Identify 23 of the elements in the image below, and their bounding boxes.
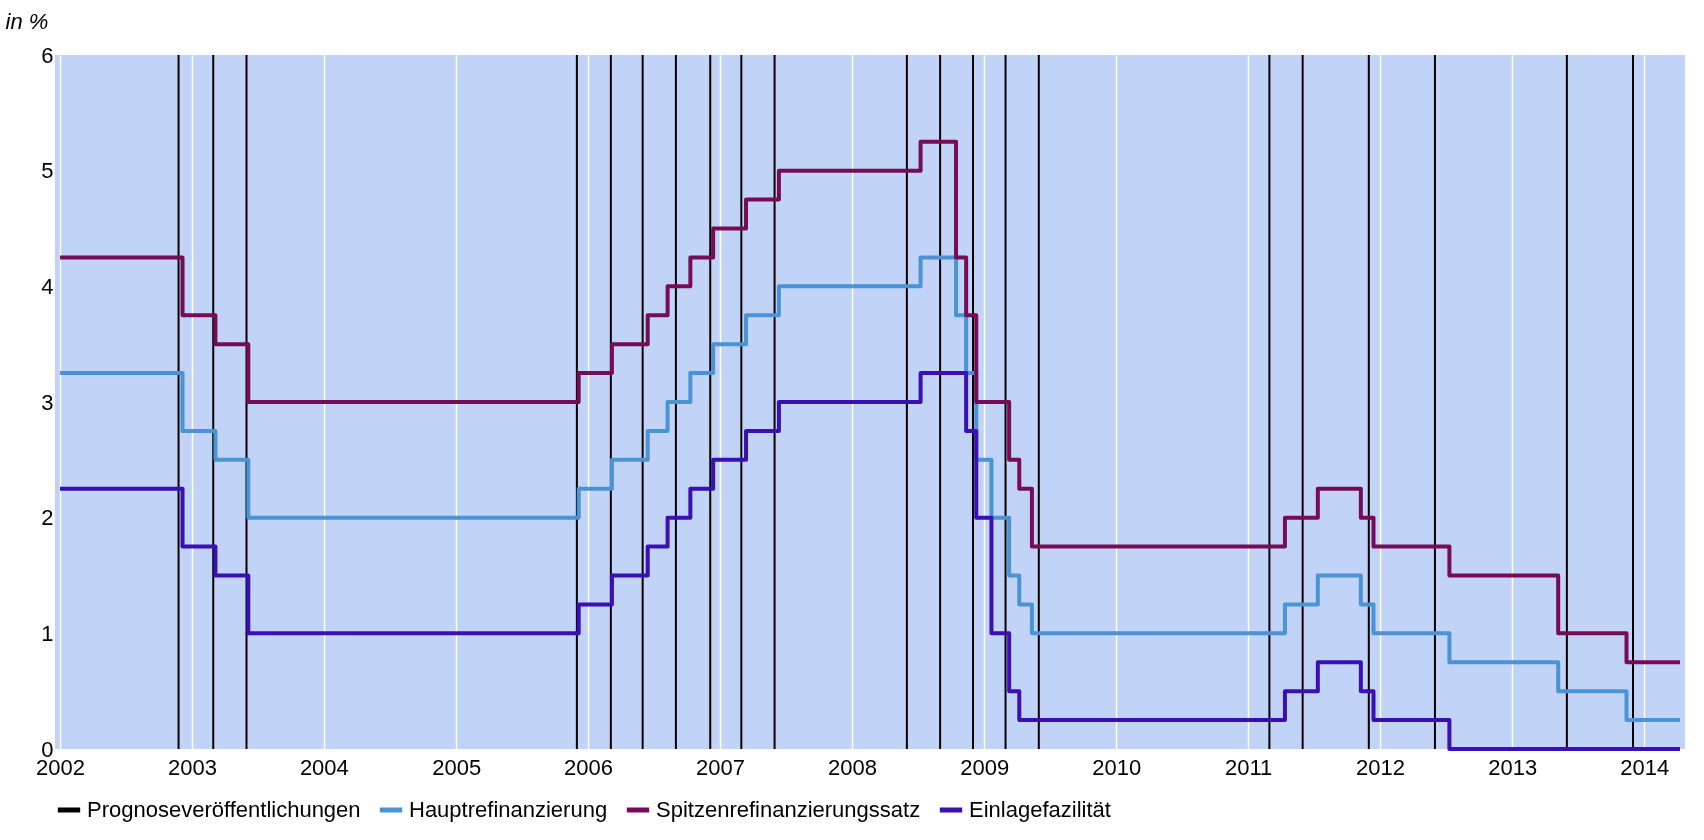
x-tick-label: 2013: [1488, 754, 1538, 780]
x-tick-label: 2014: [1620, 754, 1670, 780]
y-tick-label: 5: [41, 158, 54, 184]
x-tick-label: 2003: [167, 754, 217, 780]
x-tick-label: 2005: [432, 754, 482, 780]
y-axis-title: in %: [5, 8, 49, 34]
x-tick-label: 2006: [564, 754, 614, 780]
x-tick-label: 2012: [1356, 754, 1405, 780]
x-tick-label: 2004: [299, 754, 349, 780]
x-tick-label: 2011: [1224, 754, 1273, 780]
y-tick-label: 3: [41, 389, 54, 415]
x-tick-label: 2010: [1092, 754, 1142, 780]
y-tick-label: 2: [41, 505, 54, 531]
x-tick-label: 2007: [696, 754, 745, 780]
legend-label: Spitzenrefinanzierungssatz: [656, 797, 921, 822]
legend-label: Einlagefazilität: [969, 797, 1111, 822]
x-tick-label: 2009: [960, 754, 1010, 780]
x-tick-label: 2008: [827, 754, 877, 780]
y-tick-label: 1: [41, 620, 54, 646]
legend-label: Hauptrefinanzierung: [409, 797, 608, 822]
legend-label: Prognoseveröffentlichungen: [87, 797, 361, 822]
y-tick-label: 6: [41, 42, 54, 68]
y-tick-label: 4: [41, 273, 54, 299]
